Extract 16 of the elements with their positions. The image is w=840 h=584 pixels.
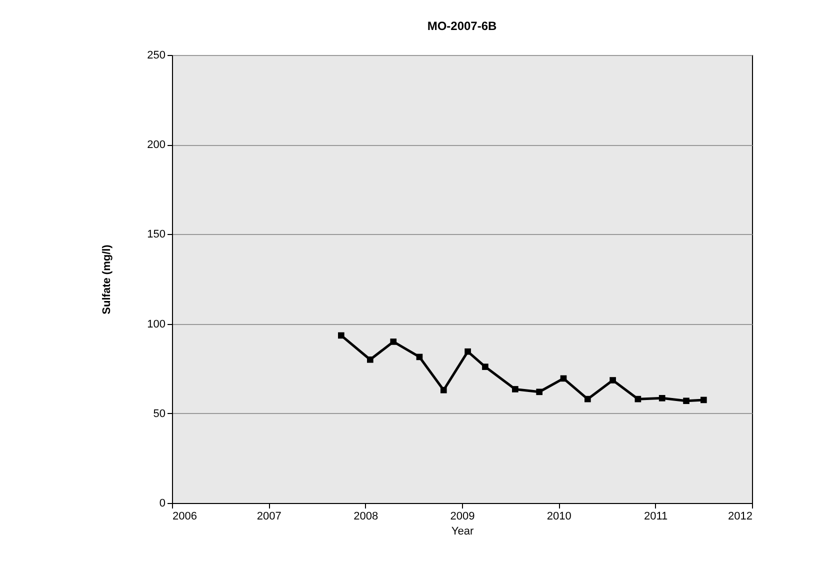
x-tick-label: 2012 bbox=[728, 510, 752, 522]
y-tick-label: 200 bbox=[147, 139, 166, 152]
x-tick-label: 2011 bbox=[644, 510, 668, 522]
x-tick-label: 2010 bbox=[546, 510, 572, 522]
x-tick-label: 2006 bbox=[172, 510, 197, 522]
y-tick-label: 0 bbox=[159, 498, 166, 510]
x-tick-label: 2007 bbox=[256, 510, 282, 522]
y-tick-label: 250 bbox=[147, 50, 166, 62]
x-axis-title: Year bbox=[451, 526, 474, 538]
y-tick-label: 150 bbox=[147, 228, 166, 241]
y-axis-title: Sulfate (mg/l) bbox=[101, 244, 114, 314]
chart-title: MO-2007-6B bbox=[427, 19, 498, 33]
x-tick-label: 2009 bbox=[450, 510, 475, 522]
y-tick-label: 100 bbox=[147, 318, 166, 330]
y-tick-label: 50 bbox=[153, 408, 166, 420]
x-tick-label: 2008 bbox=[354, 510, 378, 522]
